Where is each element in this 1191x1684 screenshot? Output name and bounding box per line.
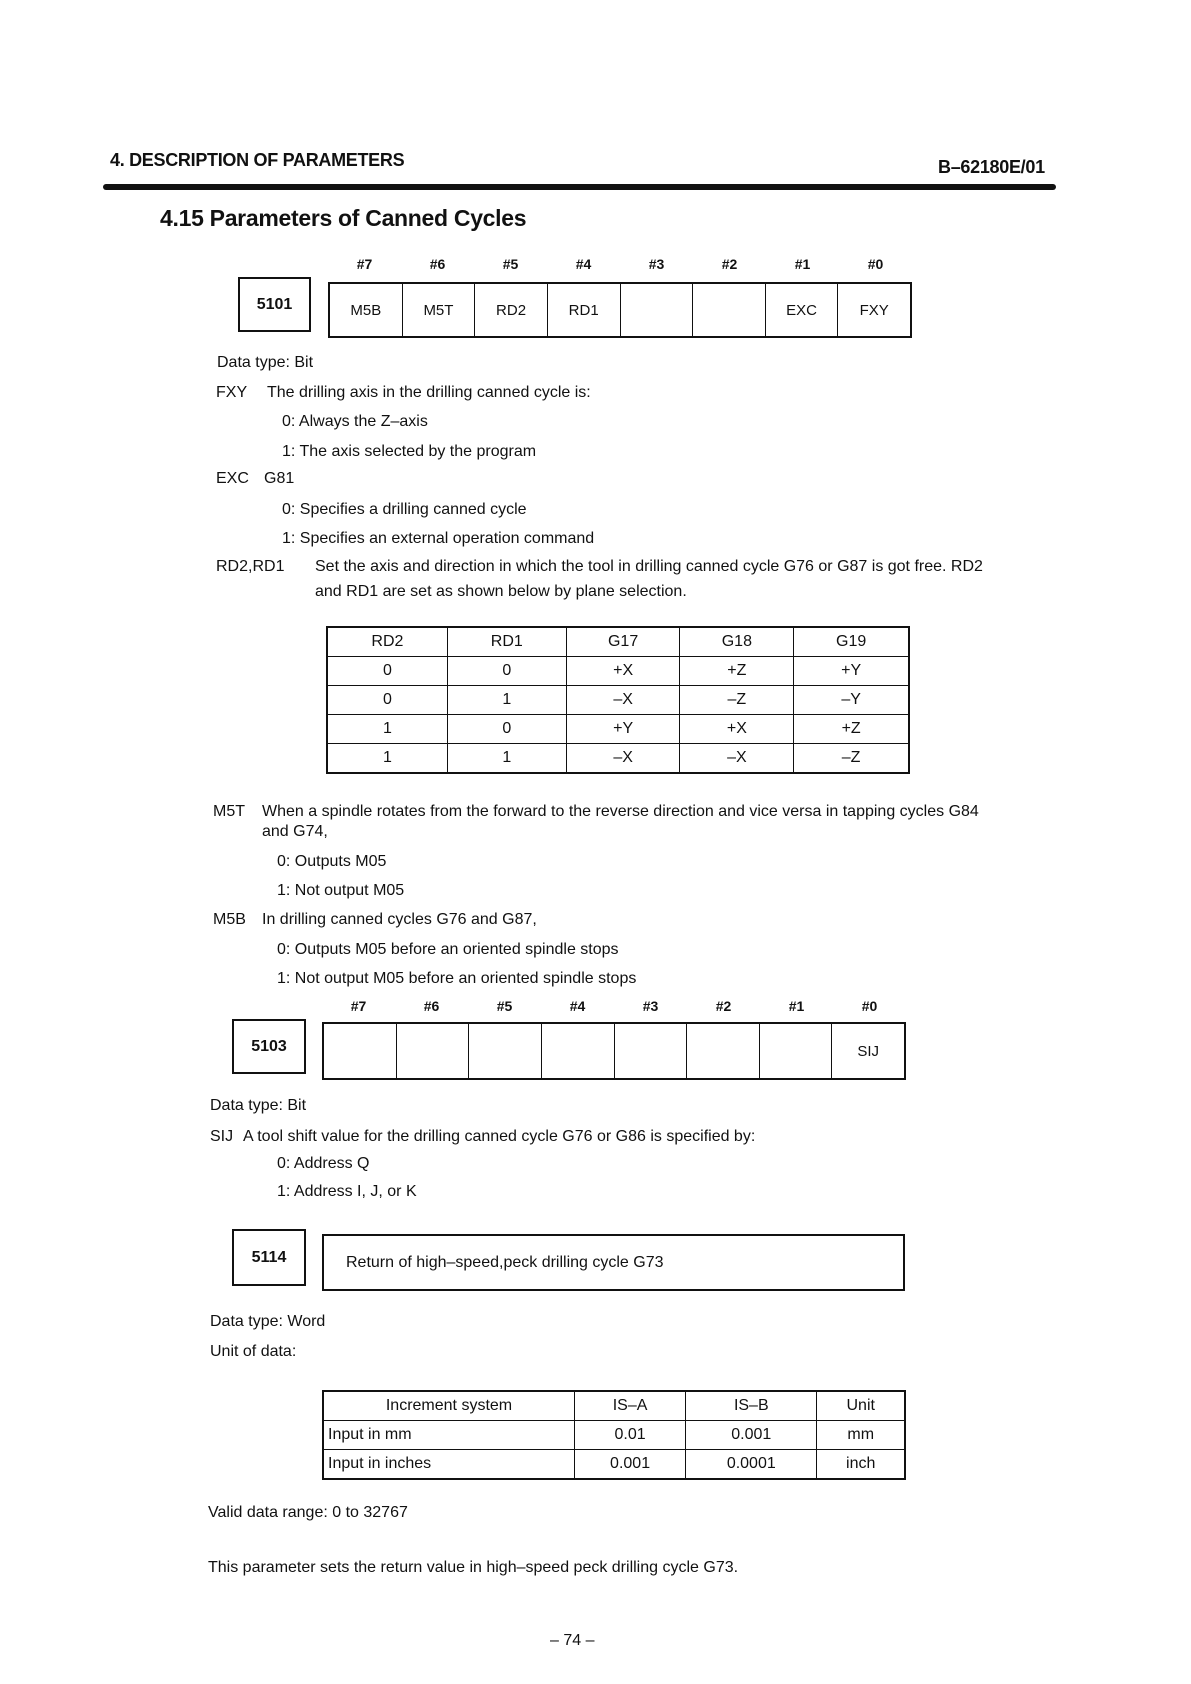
table-row: Input in inches 0.001 0.0001 inch xyxy=(322,1449,906,1480)
data-type-5101: Data type: Bit xyxy=(217,354,314,371)
chapter-heading: 4. DESCRIPTION OF PARAMETERS xyxy=(110,150,405,170)
parameter-number-5101: 5101 xyxy=(238,277,311,332)
data-type-5114: Data type: Word xyxy=(210,1313,326,1330)
table-row: 1 0 +Y +X +Z xyxy=(326,714,910,744)
exc-text: G81 xyxy=(264,470,295,487)
fxy-name: FXY xyxy=(216,384,248,401)
bit-labels-5103: #7 #6 #5 #4 #3 #2 #1 #0 xyxy=(350,998,878,1014)
sij-opt1: 1: Address I, J, or K xyxy=(277,1183,417,1200)
bit-labels-5101: #7 #6 #5 #4 #3 #2 #1 #0 xyxy=(356,256,884,272)
m5b-text: In drilling canned cycles G76 and G87, xyxy=(262,911,537,928)
section-title: 4.15 Parameters of Canned Cycles xyxy=(160,205,527,231)
m5t-text-1: When a spindle rotates from the forward … xyxy=(262,803,979,820)
m5t-text-2: and G74, xyxy=(262,823,328,840)
table-row: 0 1 –X –Z –Y xyxy=(326,685,910,715)
table-header-row: Increment system IS–A IS–B Unit xyxy=(322,1390,906,1421)
m5b-opt1: 1: Not output M05 before an oriented spi… xyxy=(277,970,637,987)
sij-name: SIJ xyxy=(210,1128,234,1145)
sij-text: A tool shift value for the drilling cann… xyxy=(243,1128,756,1145)
sij-opt0: 0: Address Q xyxy=(277,1155,370,1172)
table-row: 1 1 –X –X –Z xyxy=(326,743,910,774)
m5t-name: M5T xyxy=(213,803,245,820)
document-id: B–62180E/01 xyxy=(938,157,1045,177)
rd-text-1: Set the axis and direction in which the … xyxy=(315,558,983,575)
exc-opt1: 1: Specifies an external operation comma… xyxy=(282,530,595,547)
unit-of-data-label: Unit of data: xyxy=(210,1343,297,1360)
m5t-opt0: 0: Outputs M05 xyxy=(277,853,387,870)
bit-row-5101: M5B M5T RD2 RD1 EXC FXY xyxy=(328,282,912,338)
rd-direction-table: RD2 RD1 G17 G18 G19 0 0 +X +Z +Y 0 1 –X –Z –Y 1 0 +Y +X… xyxy=(326,626,910,774)
bit-row-5103: SIJ xyxy=(322,1022,906,1080)
exc-opt0: 0: Specifies a drilling canned cycle xyxy=(282,501,527,518)
valid-data-range: Valid data range: 0 to 32767 xyxy=(208,1504,408,1521)
fxy-text: The drilling axis in the drilling canned… xyxy=(267,384,591,401)
m5t-opt1: 1: Not output M05 xyxy=(277,882,405,899)
fxy-opt1: 1: The axis selected by the program xyxy=(282,443,537,460)
unit-table: Increment system IS–A IS–B Unit Input in mm… xyxy=(322,1390,906,1480)
page-number: – 74 – xyxy=(550,1632,595,1649)
table-row: 0 0 +X +Z +Y xyxy=(326,656,910,686)
data-type-5103: Data type: Bit xyxy=(210,1097,307,1114)
parameter-description-5114: Return of high–speed,peck drilling cycle… xyxy=(322,1234,905,1291)
rd-name: RD2,RD1 xyxy=(216,558,285,575)
exc-name: EXC xyxy=(216,470,249,487)
parameter-note: This parameter sets the return value in … xyxy=(208,1559,739,1576)
m5b-name: M5B xyxy=(213,911,246,928)
m5b-opt0: 0: Outputs M05 before an oriented spindl… xyxy=(277,941,619,958)
parameter-number-5103: 5103 xyxy=(232,1019,306,1074)
header-rule xyxy=(103,184,1056,190)
table-row: Input in mm 0.01 0.001 mm xyxy=(322,1420,906,1450)
parameter-number-5114: 5114 xyxy=(232,1229,306,1286)
table-header-row: RD2 RD1 G17 G18 G19 xyxy=(326,626,910,657)
rd-text-2: and RD1 are set as shown below by plane … xyxy=(315,583,687,600)
fxy-opt0: 0: Always the Z–axis xyxy=(282,413,428,430)
